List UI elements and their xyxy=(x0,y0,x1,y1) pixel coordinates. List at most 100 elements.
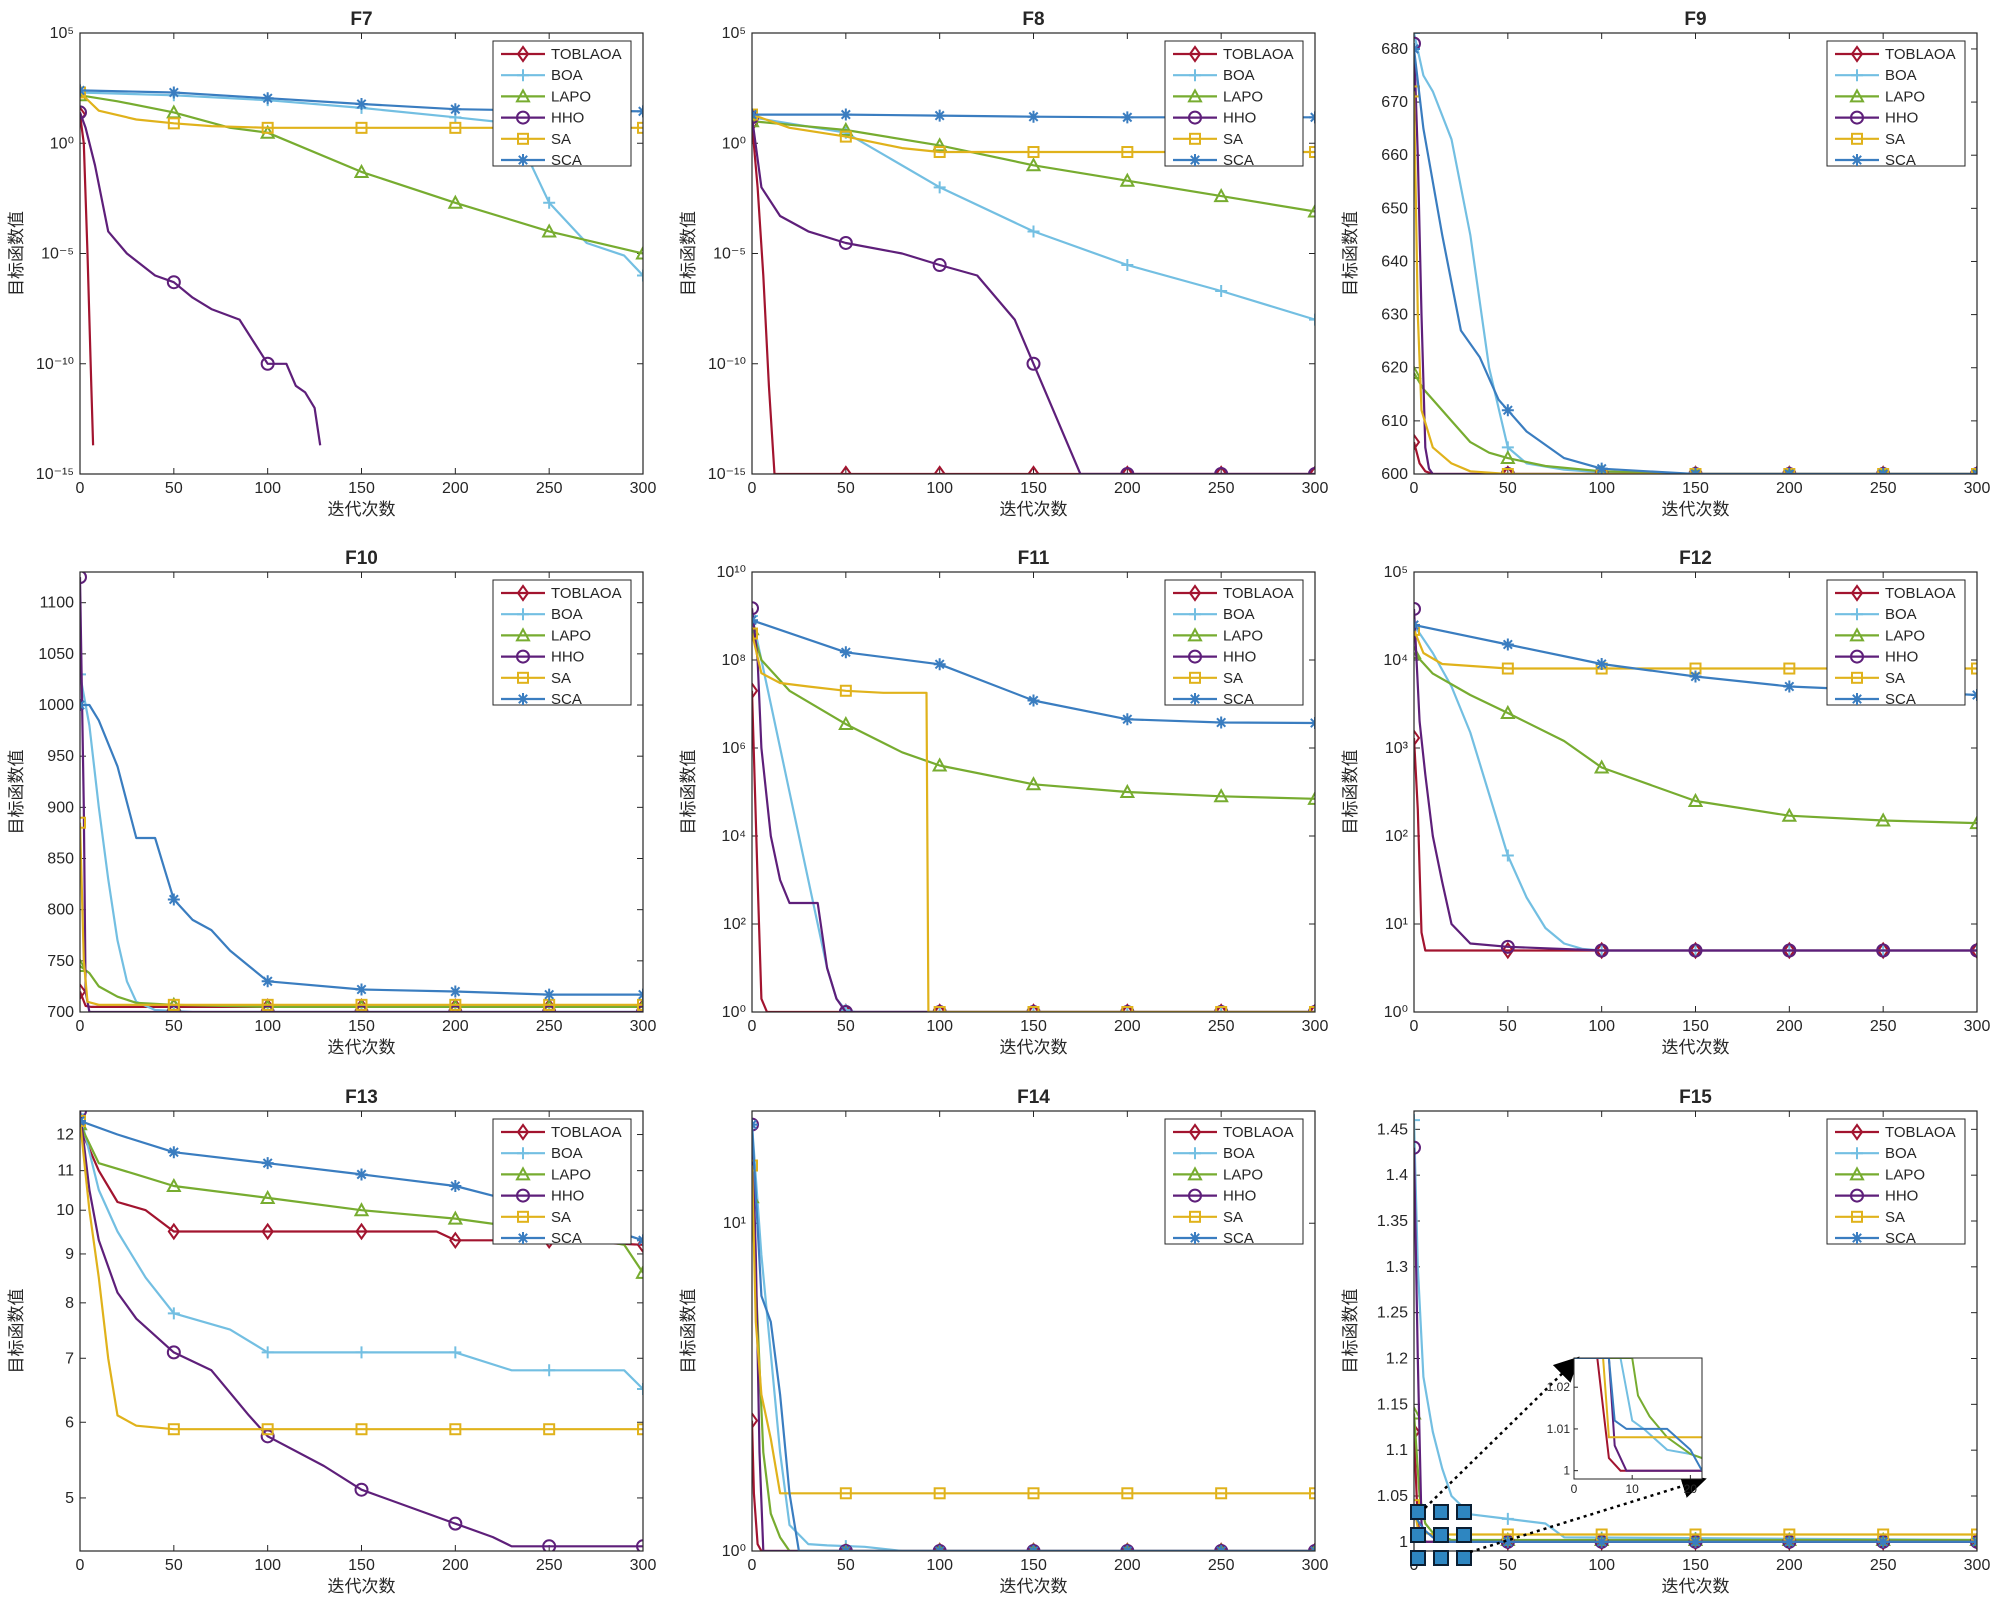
legend-marker-toblaoa xyxy=(1850,45,1864,63)
legend-marker-toblaoa xyxy=(516,1123,530,1141)
x-tick-label: 150 xyxy=(348,1557,375,1574)
legend: TOBLAOA BOA LAPO HHO SA SCA xyxy=(492,40,632,169)
x-axis-label: 迭代次数 xyxy=(1662,1038,1730,1058)
zoom-region-square xyxy=(1456,1527,1472,1543)
legend-label-sa: SA xyxy=(1223,1209,1243,1226)
series-marker-hho xyxy=(1414,36,1421,51)
legend-marker-lapo xyxy=(1849,1166,1865,1181)
axes-box xyxy=(1413,571,1978,1013)
x-tick-label: 50 xyxy=(165,480,183,497)
x-tick-label: 50 xyxy=(1499,480,1517,497)
series-line-lapo xyxy=(752,628,1315,800)
x-tick-label: 250 xyxy=(1870,1557,1897,1574)
x-tick-label: 100 xyxy=(926,1018,953,1035)
y-tick-label: 10⁻¹⁵ xyxy=(708,466,746,483)
legend: TOBLAOA BOA LAPO HHO SA SCA xyxy=(1164,579,1304,708)
series-marker-sa xyxy=(449,121,462,134)
series-marker-sa xyxy=(1121,1006,1134,1012)
series-marker-boa xyxy=(1027,225,1040,238)
x-tick-label: 100 xyxy=(926,1557,953,1574)
series-marker-sa xyxy=(839,1487,852,1500)
inset-x-tick-label: 0 xyxy=(1571,1482,1578,1496)
legend-label-boa: BOA xyxy=(551,606,583,623)
series-marker-boa xyxy=(1501,1512,1514,1525)
series-marker-lapo xyxy=(1414,364,1422,380)
series-marker-sca xyxy=(167,893,180,906)
series-marker-hho xyxy=(166,1345,181,1360)
series-line-boa xyxy=(752,1124,1315,1551)
legend-marker-hho xyxy=(516,649,530,664)
series-marker-sa xyxy=(1971,662,1977,675)
series-marker-sca xyxy=(933,658,946,671)
series-marker-toblaoa xyxy=(1214,465,1228,474)
series-marker-lapo xyxy=(635,245,643,260)
series-line-sa xyxy=(80,822,643,1006)
chart-panel-f14: F14 0 50 100 150 200 250 300 10⁰ 10¹ 迭代次数 目标函数值 TOBL… xyxy=(679,1087,1328,1597)
chart-panel-f8: F8 0 50 100 150 200 250 300 10⁻¹⁵ 10⁻¹⁰ 10⁻⁵ 10⁰ 10⁵… xyxy=(679,9,1328,520)
series-marker-boa xyxy=(543,196,556,209)
series-marker-sca xyxy=(355,98,368,111)
series-marker-lapo xyxy=(1875,812,1891,827)
series-marker-hho xyxy=(1970,943,1977,958)
x-tick-label: 250 xyxy=(1208,1557,1235,1574)
legend-box xyxy=(1826,579,1966,706)
series-marker-lapo xyxy=(1414,1405,1422,1420)
y-tick-label: 10⁶ xyxy=(722,740,746,757)
zoom-region-square xyxy=(1433,1550,1449,1566)
y-tick-label: 10² xyxy=(723,916,747,933)
chart-panel-f10: F10 0 50 100 150 200 250 300 700 750 800 850 900 950 1… xyxy=(7,548,656,1058)
y-tick-label: 6 xyxy=(65,1414,74,1431)
legend-marker-sca xyxy=(1189,1232,1201,1244)
y-tick-label: 700 xyxy=(47,1004,74,1021)
series-line-lapo xyxy=(1414,1413,1977,1542)
series-marker-toblaoa xyxy=(1214,1003,1228,1012)
series-marker-hho xyxy=(166,275,181,290)
legend-label-lapo: LAPO xyxy=(551,88,591,105)
x-tick-label: 0 xyxy=(1410,1018,1419,1035)
x-tick-label: 0 xyxy=(76,1557,85,1574)
legend-label-sca: SCA xyxy=(1223,152,1254,169)
legend: TOBLAOA BOA LAPO HHO SA SCA xyxy=(1826,579,1966,708)
series-line-hho xyxy=(752,608,1315,1012)
legend-label-toblaoa: TOBLAOA xyxy=(1885,585,1956,602)
x-tick-label: 150 xyxy=(1020,480,1047,497)
x-tick-label: 300 xyxy=(1964,1557,1991,1574)
inset-x-tick-label: 10 xyxy=(1626,1482,1640,1496)
series-marker-hho xyxy=(448,1005,463,1012)
legend-marker-toblaoa xyxy=(1188,45,1202,63)
zoom-region-square xyxy=(1410,1504,1426,1520)
series-marker-boa xyxy=(1309,313,1315,326)
y-tick-label: 8 xyxy=(65,1295,74,1312)
series-marker-lapo xyxy=(838,121,854,136)
y-tick-label: 1.1 xyxy=(1386,1442,1408,1459)
series-marker-boa xyxy=(1215,284,1228,297)
x-tick-label: 250 xyxy=(536,480,563,497)
y-tick-label: 1100 xyxy=(40,595,75,612)
inset-y-tick-label: 1.01 xyxy=(1547,1422,1571,1436)
series-marker-sa xyxy=(1027,146,1040,159)
series-line-boa xyxy=(1414,1120,1977,1542)
inset-line-sa xyxy=(1574,1358,1702,1439)
y-tick-label: 10⁰ xyxy=(722,1004,746,1021)
x-tick-label: 200 xyxy=(1114,1018,1141,1035)
series-line-lapo xyxy=(752,120,1315,213)
x-tick-label: 300 xyxy=(630,1557,657,1574)
legend-marker-sa xyxy=(517,1210,529,1223)
series-line-sca xyxy=(1414,1513,1977,1543)
series-marker-lapo xyxy=(1593,759,1610,774)
series-group xyxy=(80,572,643,1012)
legend-label-sa: SA xyxy=(551,1209,571,1226)
legend-marker-lapo xyxy=(515,627,531,642)
series-marker-lapo xyxy=(1025,776,1042,791)
series-marker-hho xyxy=(80,572,87,585)
series-marker-hho xyxy=(752,601,759,616)
series-marker-lapo xyxy=(1687,792,1704,807)
series-line-sa xyxy=(1414,629,1977,670)
legend-label-toblaoa: TOBLAOA xyxy=(1885,1124,1956,1141)
x-tick-label: 200 xyxy=(1776,1557,1803,1574)
series-marker-toblaoa xyxy=(752,682,759,700)
series-group xyxy=(752,1117,1315,1551)
legend-marker-hho xyxy=(1850,110,1864,125)
series-marker-boa xyxy=(1121,259,1134,272)
x-tick-label: 50 xyxy=(165,1018,183,1035)
